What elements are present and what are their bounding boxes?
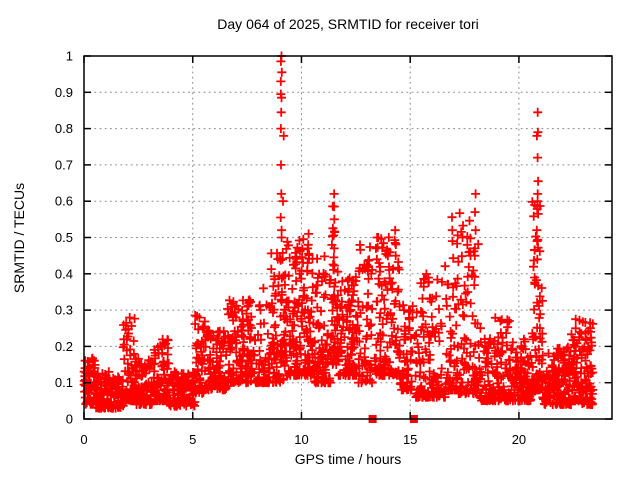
y-tick-label: 0.1 bbox=[55, 375, 73, 390]
y-tick-label: 1 bbox=[66, 49, 73, 64]
x-axis-label: GPS time / hours bbox=[294, 451, 402, 467]
y-tick-label: 0.3 bbox=[55, 303, 73, 318]
x-tick-label: 15 bbox=[403, 432, 417, 447]
y-tick-label: 0.8 bbox=[55, 121, 73, 136]
x-tick-label: 5 bbox=[189, 432, 196, 447]
y-tick-label: 0.5 bbox=[55, 230, 73, 245]
plus-marker-series bbox=[79, 51, 598, 413]
y-tick-label: 0.9 bbox=[55, 85, 73, 100]
x-tick-label: 10 bbox=[294, 432, 308, 447]
y-tick-label: 0.6 bbox=[55, 194, 73, 209]
x-tick-label: 20 bbox=[512, 432, 526, 447]
y-tick-label: 0.2 bbox=[55, 339, 73, 354]
chart-title: Day 064 of 2025, SRMTID for receiver tor… bbox=[217, 16, 479, 32]
y-tick-label: 0.4 bbox=[55, 266, 73, 281]
x-tick-label: 0 bbox=[80, 432, 87, 447]
y-tick-label: 0 bbox=[66, 412, 73, 427]
y-tick-label: 0.7 bbox=[55, 157, 73, 172]
